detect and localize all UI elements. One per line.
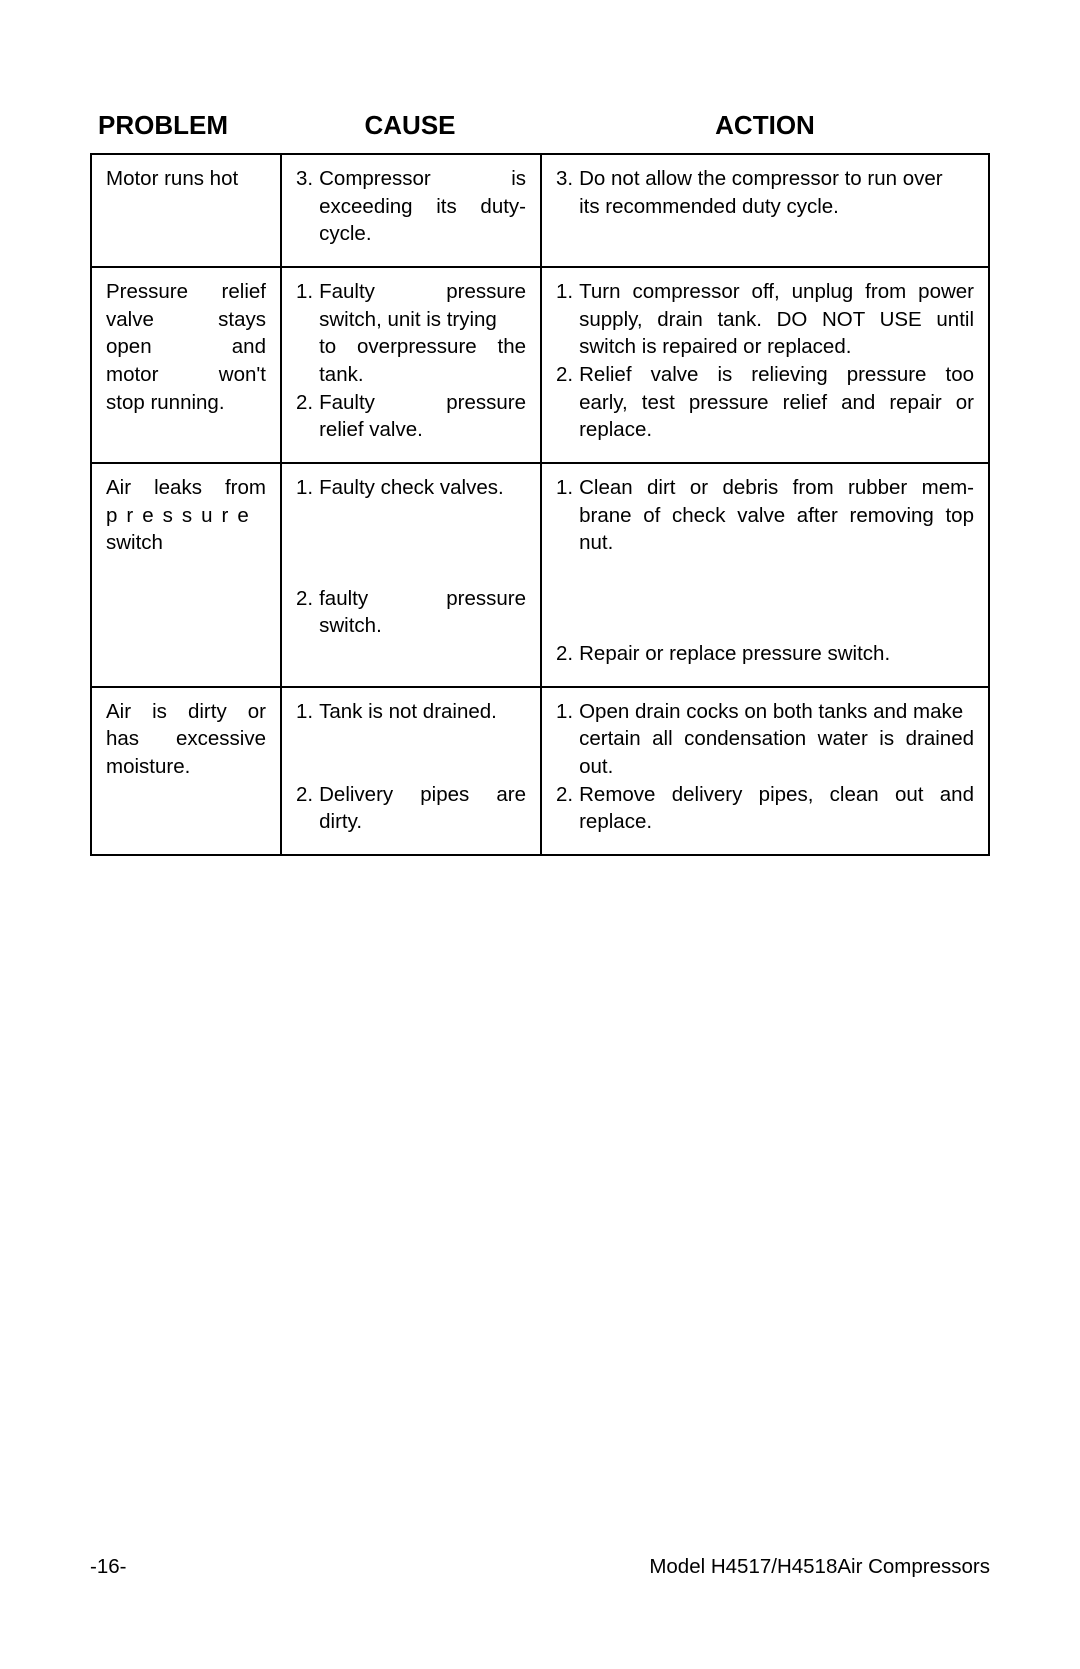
header-action: ACTION — [540, 110, 990, 141]
troubleshoot-table: Motor runs hot3.Compressor isexceeding i… — [90, 153, 990, 856]
table-headers: PROBLEM CAUSE ACTION — [90, 110, 990, 141]
header-problem: PROBLEM — [90, 110, 280, 141]
action-cell: 1.Clean dirt or debris from rubber mem-b… — [541, 463, 989, 687]
page-number: -16- — [90, 1555, 126, 1579]
problem-cell: Air is dirty orhas excessivemoisture. — [91, 687, 281, 855]
table-row: Motor runs hot3.Compressor isexceeding i… — [91, 154, 989, 267]
action-cell: 1.Turn compressor off, unplug from power… — [541, 267, 989, 463]
action-cell: 1.Open drain cocks on both tanks and mak… — [541, 687, 989, 855]
table-row: Pressure reliefvalve staysopen andmotor … — [91, 267, 989, 463]
table-row: Air is dirty orhas excessivemoisture.1.T… — [91, 687, 989, 855]
cause-cell: 1.Faulty check valves. 2.faulty pressure… — [281, 463, 541, 687]
problem-cell: Motor runs hot — [91, 154, 281, 267]
problem-cell: Air leaks frompressureswitch — [91, 463, 281, 687]
problem-cell: Pressure reliefvalve staysopen andmotor … — [91, 267, 281, 463]
cause-cell: 3.Compressor isexceeding its duty-cycle. — [281, 154, 541, 267]
page-footer: -16- Model H4517/H4518Air Compressors — [90, 1555, 990, 1579]
cause-cell: 1.Faulty pressureswitch, unit is tryingt… — [281, 267, 541, 463]
cause-cell: 1.Tank is not drained. 2.Delivery pipes … — [281, 687, 541, 855]
action-cell: 3.Do not allow the compressor to run ove… — [541, 154, 989, 267]
model-label: Model H4517/H4518Air Compressors — [649, 1555, 990, 1579]
table-row: Air leaks frompressureswitch1.Faulty che… — [91, 463, 989, 687]
header-cause: CAUSE — [280, 110, 540, 141]
